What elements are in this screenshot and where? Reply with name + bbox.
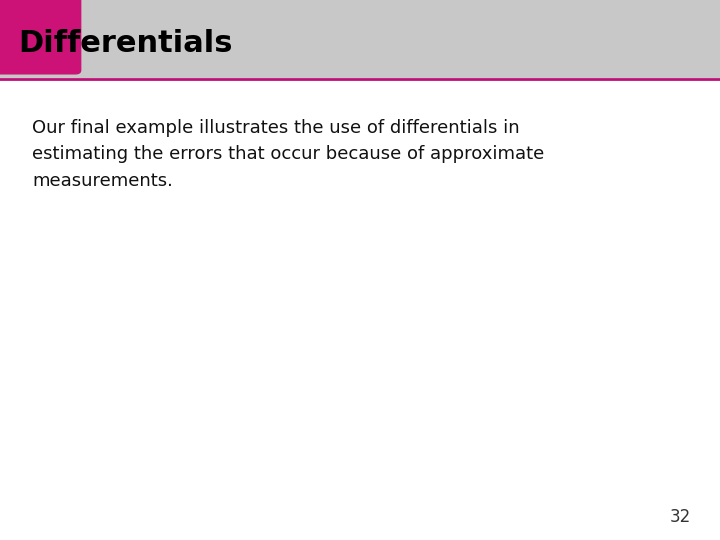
Text: Our final example illustrates the use of differentials in
estimating the errors : Our final example illustrates the use of…: [32, 119, 544, 190]
FancyBboxPatch shape: [0, 0, 81, 75]
Text: 32: 32: [670, 509, 691, 526]
Text: Differentials: Differentials: [18, 29, 233, 58]
Bar: [0, 0, 720, 78]
